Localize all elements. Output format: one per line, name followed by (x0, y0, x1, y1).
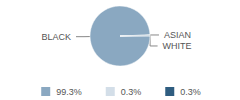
svg-text:0.3%: 0.3% (121, 87, 142, 97)
svg-text:BLACK: BLACK (41, 32, 71, 42)
svg-text:WHITE: WHITE (163, 41, 192, 51)
svg-text:0.3%: 0.3% (180, 87, 201, 97)
svg-text:99.3%: 99.3% (56, 87, 82, 97)
svg-text:ASIAN: ASIAN (164, 30, 191, 40)
